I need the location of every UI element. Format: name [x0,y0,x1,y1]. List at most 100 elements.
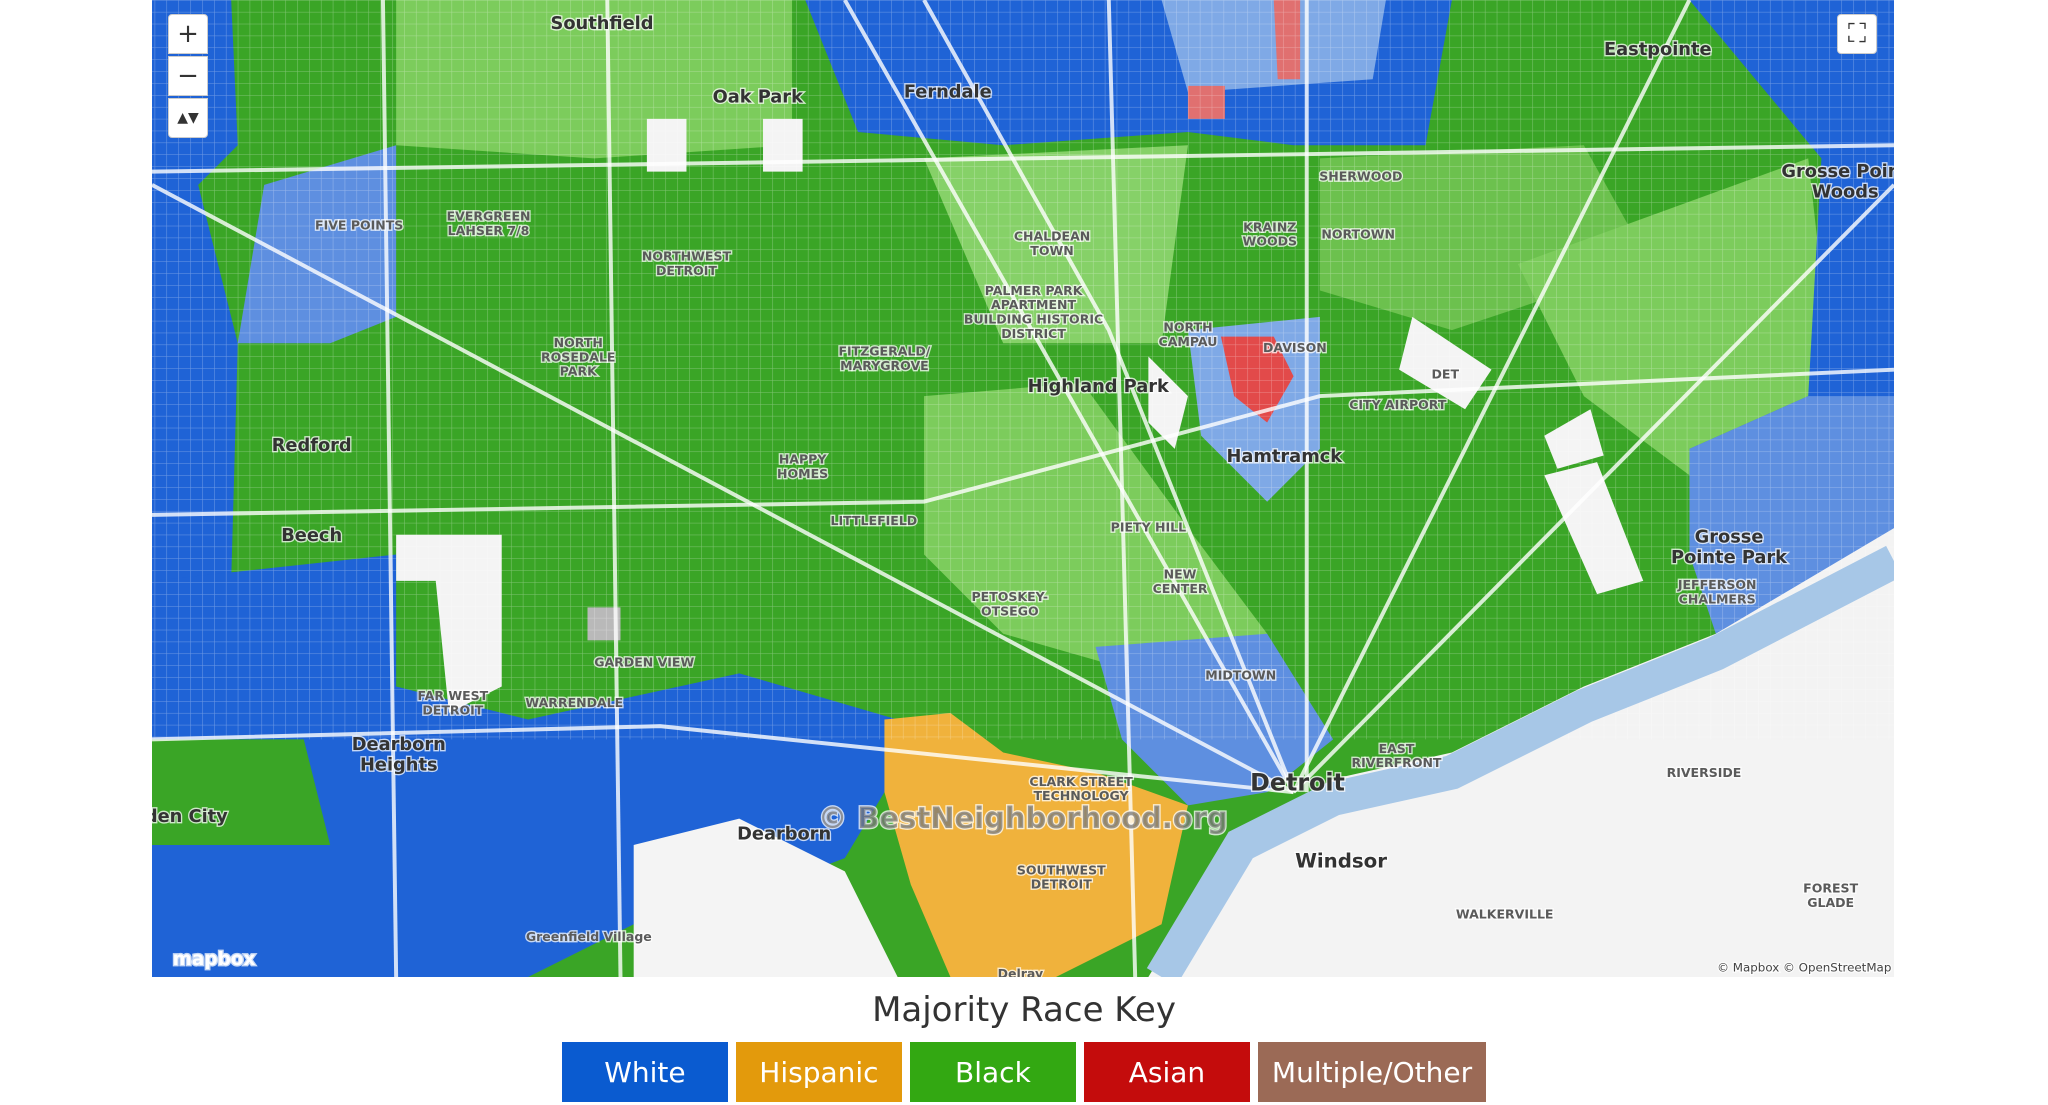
place-label: SOUTHWEST [1017,862,1106,877]
place-label: KRAINZ [1243,219,1296,234]
road [922,0,1296,793]
place-label: Pointe Park [1671,547,1788,568]
place-label: Dearborn [352,734,446,755]
road [843,0,1296,794]
place-label: LITTLEFIELD [831,513,918,528]
place-label: SHERWOOD [1319,168,1402,183]
key-item: Asian [1083,1042,1250,1102]
place-label: Delray [998,966,1044,977]
key-item: Multiple/Other [1257,1042,1487,1102]
place-label: ROSEDALE [541,349,615,364]
street-texture [152,0,1894,740]
place-label: MARYGROVE [840,358,929,373]
place-label: NEW [1164,567,1197,582]
key-title: Majority Race Key [872,990,1176,1030]
place-label: Grosse Point [1781,161,1894,182]
zoom-out-button[interactable]: − [168,56,208,96]
key-item: Hispanic [735,1042,902,1102]
place-label: PIETY HILL [1111,520,1186,535]
place-label: FITZGERALD/ [838,343,930,358]
place-label: CITY AIRPORT [1349,397,1447,412]
place-label: Beech [281,525,342,546]
place-label: CENTER [1153,581,1208,596]
river [1146,545,1894,977]
place-label: Windsor [1295,850,1387,873]
place-label: RIVERFRONT [1351,755,1441,770]
place-label: DETROIT [1031,877,1092,892]
place-label: den City [152,806,228,827]
place-label: LAHSER 7/8 [448,223,530,238]
place-label: NORTHWEST [642,248,732,263]
place-label: APARTMENT [991,297,1076,312]
zoom-in-button[interactable]: + [168,14,208,54]
place-label: WALKERVILLE [1456,906,1554,921]
place-label: MIDTOWN [1205,667,1276,682]
road [152,724,1294,795]
place-label: WOODS [1243,234,1297,249]
road [1106,0,1138,977]
place-label: Southfield [551,13,654,34]
place-label: RIVERSIDE [1667,765,1742,780]
place-label: FIVE POINTS [315,217,403,232]
road [605,0,623,977]
place-label: CAMPAU [1159,334,1218,349]
place-label: DAVISON [1263,340,1327,355]
place-label: Grosse [1695,527,1764,548]
place-label: DISTRICT [1001,326,1066,341]
place-label: Eastpointe [1604,39,1712,60]
place-label: Hamtramck [1226,446,1343,467]
place-label: DET [1432,366,1460,381]
place-label: EAST [1379,741,1415,756]
place-label: NORTH [554,335,603,350]
place-label: GLADE [1807,895,1854,910]
place-label: TECHNOLOGY [1034,788,1130,803]
place-label: OTSEGO [981,603,1039,618]
place-label: BUILDING HISTORIC [964,312,1103,327]
place-label: Dearborn [737,823,831,844]
place-label: EVERGREEN [447,209,531,224]
attribution: © Mapbox © OpenStreetMap [1717,960,1891,974]
place-label: Woods [1812,181,1879,202]
place-label: HAPPY [779,452,827,467]
place-label: Redford [272,435,352,456]
fullscreen-button[interactable]: ⛶ [1837,14,1877,54]
mapbox-logo: mapbox [173,949,256,970]
place-label: Ferndale [904,81,992,102]
place-label: CLARK STREET [1029,774,1133,789]
place-label: Detroit [1250,769,1345,797]
road [1292,183,1894,794]
road [152,143,1894,174]
place-label: GARDEN VIEW [594,654,694,669]
place-label: Heights [360,754,438,775]
place-label: Greenfield Village [526,929,652,944]
place-label: PARK [560,364,598,379]
place-label: DETROIT [422,702,483,717]
place-label: FAR WEST [418,688,489,703]
watermark: © BestNeighborhood.org [818,801,1228,835]
road [152,183,1295,794]
reset-north-button[interactable]: ▲▼ [168,98,208,138]
place-label: PALMER PARK [985,283,1084,298]
place-label: FOREST [1803,881,1858,896]
map[interactable]: Southfield Oak Park Ferndale Eastpointe SHER… [152,0,1894,977]
place-label: PETOSKEY- [972,589,1049,604]
map-region [633,818,898,977]
place-label: Oak Park [713,87,805,108]
road [380,0,399,977]
place-label: CHALMERS [1679,592,1756,607]
place-label: HOMES [777,466,828,481]
map-region [884,712,1188,977]
place-label: NORTH [1163,320,1212,335]
place-label: TOWN [1030,243,1073,258]
place-label: DETROIT [656,263,717,278]
place-label: JEFFERSON [1677,577,1757,592]
place-label: CHALDEAN [1014,229,1090,244]
road [1291,0,1692,794]
key-item: White [561,1042,728,1102]
key: White Hispanic Black Asian Multiple/Other [0,1042,2048,1102]
place-label: WARRENDALE [525,695,623,710]
place-label: NORTOWN [1321,227,1395,242]
place-label: Highland Park [1028,376,1170,397]
key-item: Black [909,1042,1076,1102]
